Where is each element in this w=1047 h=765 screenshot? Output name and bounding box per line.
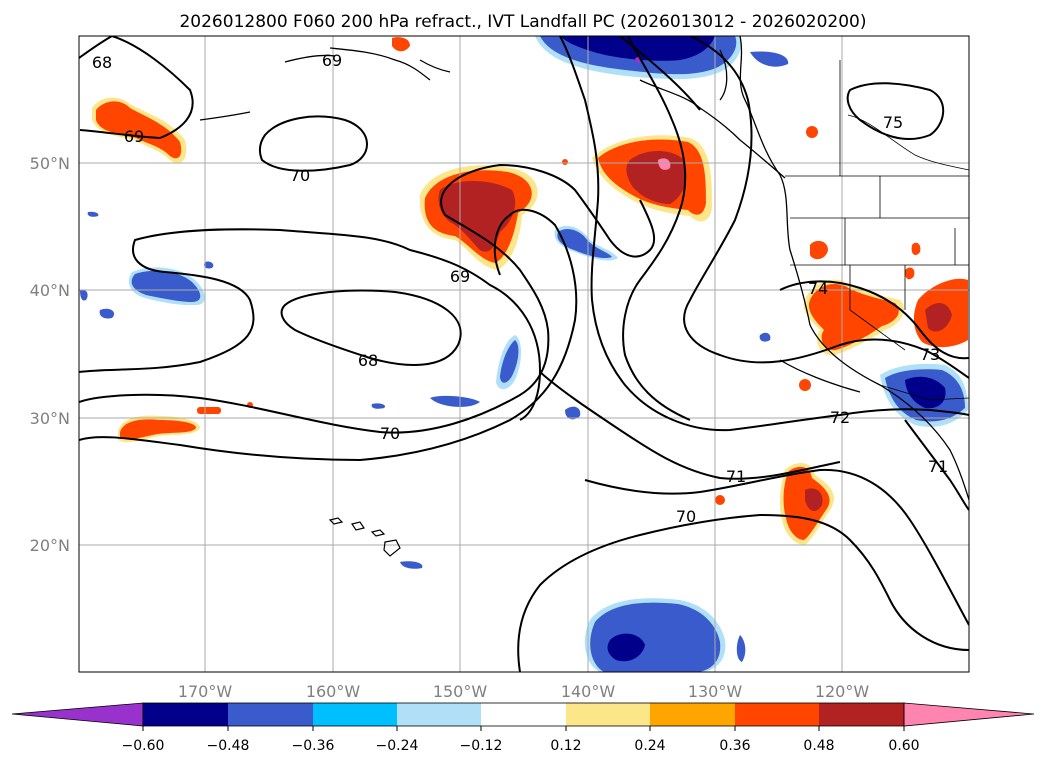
contour-label-68-nw: 68: [92, 53, 112, 72]
contour-label-70-s: 70: [676, 507, 696, 526]
colorbar-tick-label: 0.12: [550, 738, 581, 754]
colorbar-tick-label: −0.48: [207, 738, 250, 754]
colorbar-tick-label: 0.60: [888, 738, 919, 754]
lon-tick-140w: 140°W: [561, 682, 616, 701]
lon-tick-160w: 160°W: [306, 682, 361, 701]
lat-tick-50n: 50°N: [30, 154, 70, 173]
contour-label-71-se: 71: [928, 457, 948, 476]
lat-tick-labels: 20°N 30°N 40°N 50°N: [30, 154, 70, 555]
colorbar-tick-label: 0.24: [634, 738, 665, 754]
contour-labels: 68 69 69 70 69 68 70 71 70 72 73 74 75 7…: [92, 51, 948, 526]
contour-label-72: 72: [830, 408, 850, 427]
refractivity-contours: [79, 36, 969, 672]
lat-tick-40n: 40°N: [30, 281, 70, 300]
colorbar-segment-7: [650, 703, 735, 726]
colorbar-segment-3: [313, 703, 397, 726]
colorbar-segment-8: [735, 703, 819, 726]
colorbar-tick-label: −0.12: [460, 738, 503, 754]
colorbar-frame: [142, 702, 905, 727]
lat-tick-20n: 20°N: [30, 536, 70, 555]
political-borders: [785, 60, 969, 401]
contour-label-75: 75: [883, 113, 903, 132]
colorbar-extend-high: [903, 702, 1035, 727]
lon-tick-170w: 170°W: [178, 682, 233, 701]
contour-label-71: 71: [726, 467, 746, 486]
colorbar-segment-4: [397, 703, 481, 726]
contour-label-69-n: 69: [322, 51, 342, 70]
hawaii-islands: [328, 517, 401, 557]
contour-label-70-n: 70: [290, 166, 310, 185]
colorbar-tick-label: 0.36: [719, 738, 750, 754]
positive-anomaly-fills: [92, 37, 968, 545]
contour-label-70-c: 70: [380, 424, 400, 443]
colorbar: −0.60 −0.48 −0.36 −0.24 −0.12 0.12 0.24 …: [11, 702, 1035, 754]
colorbar-tick-label: 0.48: [803, 738, 834, 754]
colorbar-tick-label: −0.24: [376, 738, 419, 754]
colorbar-segment-2: [228, 703, 313, 726]
lon-tick-150w: 150°W: [433, 682, 488, 701]
map-frame: [78, 35, 970, 673]
colorbar-segment-9: [819, 703, 904, 726]
colorbar-segment-5: [481, 703, 566, 726]
lon-tick-120w: 120°W: [815, 682, 870, 701]
contour-label-69-c: 69: [450, 267, 470, 286]
colorbar-segment-6: [566, 703, 650, 726]
contour-label-73: 73: [920, 345, 940, 364]
contour-label-69-nw: 69: [124, 127, 144, 146]
map-area: 68 69 69 70 69 68 70 71 70 72 73 74 75 7…: [78, 35, 970, 673]
map-background: [79, 36, 969, 672]
colorbar-ticks: [142, 726, 905, 731]
lat-tick-30n: 30°N: [30, 409, 70, 428]
colorbar-tick-label: −0.60: [122, 738, 165, 754]
lon-tick-130w: 130°W: [688, 682, 743, 701]
contour-label-74: 74: [808, 279, 828, 298]
colorbar-segment-1: [143, 703, 228, 726]
map-title: 2026012800 F060 200 hPa refract., IVT La…: [179, 12, 866, 32]
colorbar-tick-label: −0.36: [292, 738, 335, 754]
colorbar-extend-low: [11, 702, 144, 727]
contour-label-68-c: 68: [358, 351, 378, 370]
lon-tick-labels: 170°W 160°W 150°W 140°W 130°W 120°W: [178, 682, 870, 701]
